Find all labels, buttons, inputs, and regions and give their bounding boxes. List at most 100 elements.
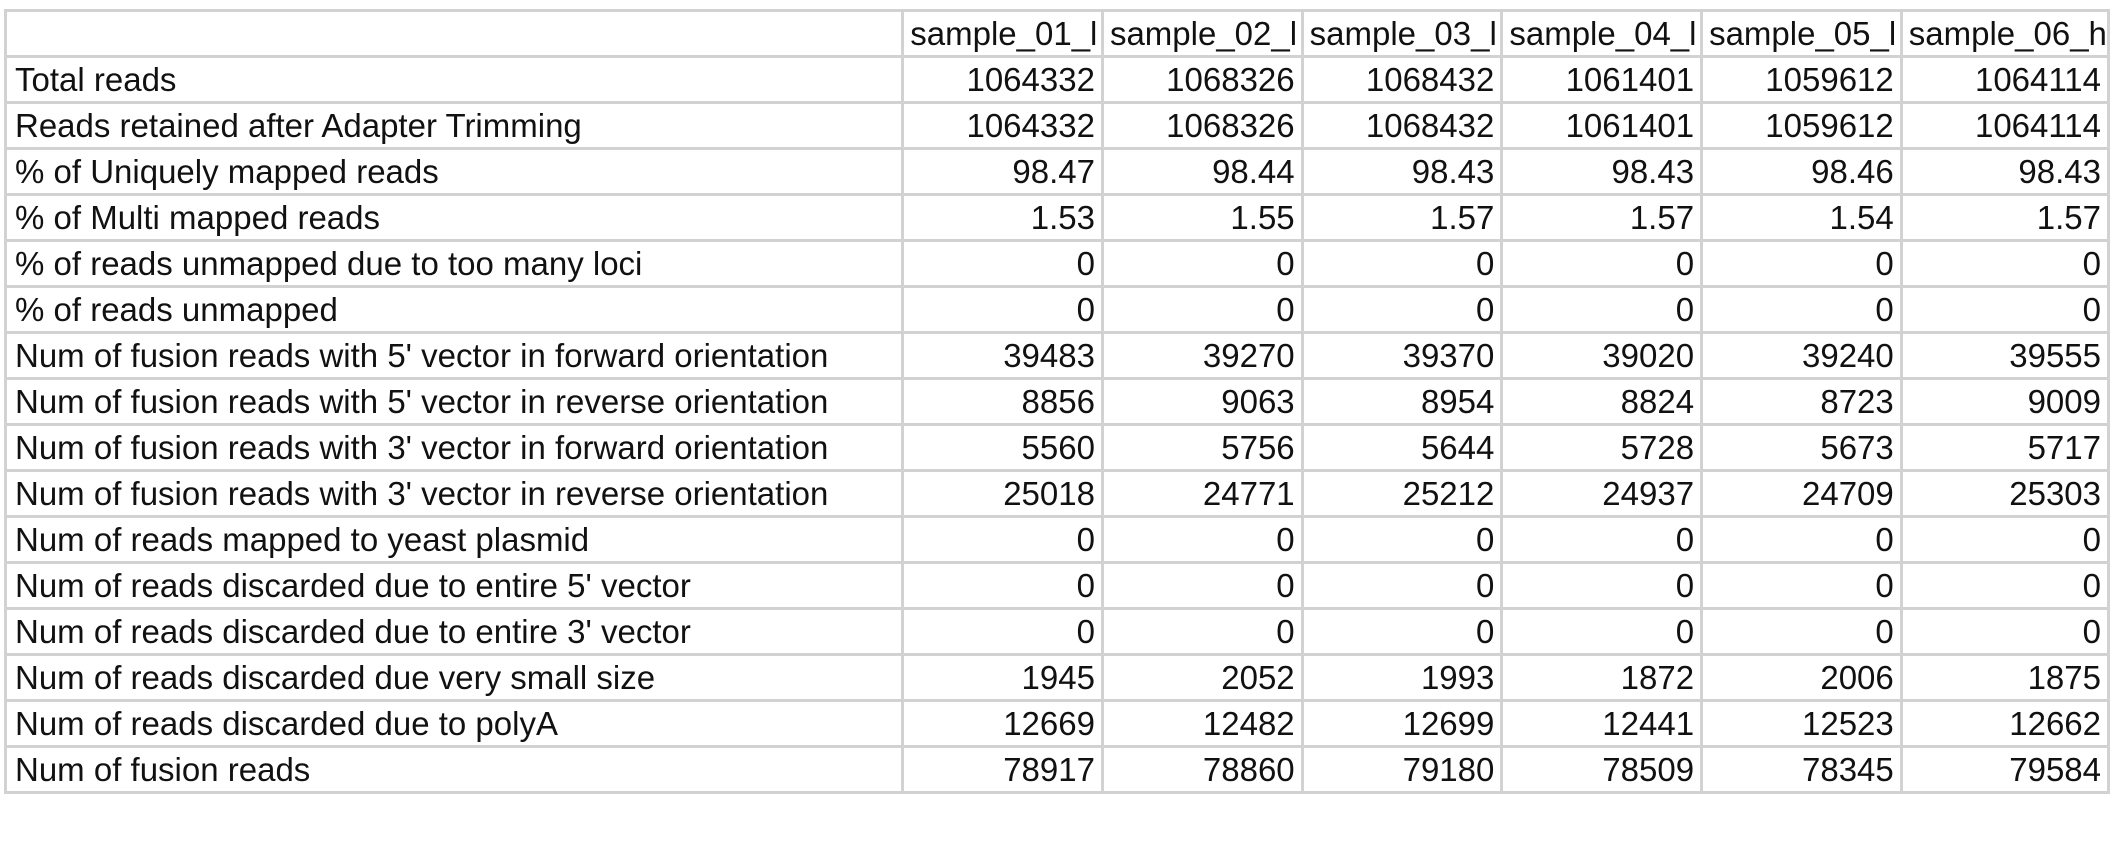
value-cell[interactable]: 12523 bbox=[1700, 699, 1903, 748]
header-corner-cell[interactable] bbox=[3, 9, 905, 58]
value-cell[interactable]: 1059612 bbox=[1700, 101, 1903, 150]
value-cell[interactable]: 12699 bbox=[1300, 699, 1504, 748]
value-cell[interactable]: 24937 bbox=[1500, 469, 1704, 518]
value-cell[interactable]: 0 bbox=[1100, 561, 1304, 610]
value-cell[interactable]: 78860 bbox=[1100, 745, 1304, 794]
value-cell[interactable]: 25018 bbox=[901, 469, 1104, 518]
row-label-cell[interactable]: % of reads unmapped due to too many loci bbox=[3, 239, 905, 288]
value-cell[interactable]: 0 bbox=[1500, 285, 1704, 334]
value-cell[interactable]: 1.57 bbox=[1300, 193, 1504, 242]
value-cell[interactable]: 0 bbox=[1899, 239, 2110, 288]
value-cell[interactable]: 5644 bbox=[1300, 423, 1504, 472]
value-cell[interactable]: 1061401 bbox=[1500, 55, 1704, 104]
header-cell-sample-03[interactable]: sample_03_l bbox=[1300, 9, 1504, 58]
value-cell[interactable]: 78917 bbox=[901, 745, 1104, 794]
value-cell[interactable]: 1061401 bbox=[1500, 101, 1704, 150]
value-cell[interactable]: 0 bbox=[1700, 239, 1903, 288]
value-cell[interactable]: 0 bbox=[1300, 561, 1504, 610]
value-cell[interactable]: 9063 bbox=[1100, 377, 1304, 426]
value-cell[interactable]: 0 bbox=[901, 561, 1104, 610]
value-cell[interactable]: 0 bbox=[1700, 561, 1903, 610]
value-cell[interactable]: 98.43 bbox=[1500, 147, 1704, 196]
row-label-cell[interactable]: % of Uniquely mapped reads bbox=[3, 147, 905, 196]
row-label-cell[interactable]: Num of reads discarded due very small si… bbox=[3, 653, 905, 702]
value-cell[interactable]: 1064114 bbox=[1899, 101, 2110, 150]
row-label-cell[interactable]: Num of fusion reads with 5' vector in re… bbox=[3, 377, 905, 426]
value-cell[interactable]: 5560 bbox=[901, 423, 1104, 472]
row-label-cell[interactable]: Num of fusion reads with 3' vector in re… bbox=[3, 469, 905, 518]
value-cell[interactable]: 1.55 bbox=[1100, 193, 1304, 242]
value-cell[interactable]: 0 bbox=[1300, 515, 1504, 564]
value-cell[interactable]: 0 bbox=[1100, 285, 1304, 334]
value-cell[interactable]: 25303 bbox=[1899, 469, 2110, 518]
row-label-cell[interactable]: Num of reads discarded due to entire 5' … bbox=[3, 561, 905, 610]
value-cell[interactable]: 1872 bbox=[1500, 653, 1704, 702]
value-cell[interactable]: 1068432 bbox=[1300, 55, 1504, 104]
value-cell[interactable]: 1945 bbox=[901, 653, 1104, 702]
header-cell-sample-02[interactable]: sample_02_l bbox=[1100, 9, 1304, 58]
value-cell[interactable]: 1993 bbox=[1300, 653, 1504, 702]
header-cell-sample-06[interactable]: sample_06_h bbox=[1899, 9, 2110, 58]
value-cell[interactable]: 8824 bbox=[1500, 377, 1704, 426]
value-cell[interactable]: 0 bbox=[1100, 515, 1304, 564]
value-cell[interactable]: 0 bbox=[1100, 607, 1304, 656]
row-label-cell[interactable]: Num of fusion reads with 3' vector in fo… bbox=[3, 423, 905, 472]
value-cell[interactable]: 1068326 bbox=[1100, 55, 1304, 104]
value-cell[interactable]: 78345 bbox=[1700, 745, 1903, 794]
value-cell[interactable]: 12482 bbox=[1100, 699, 1304, 748]
value-cell[interactable]: 1064332 bbox=[901, 55, 1104, 104]
value-cell[interactable]: 0 bbox=[901, 285, 1104, 334]
value-cell[interactable]: 0 bbox=[1899, 285, 2110, 334]
value-cell[interactable]: 1875 bbox=[1899, 653, 2110, 702]
value-cell[interactable]: 2006 bbox=[1700, 653, 1903, 702]
value-cell[interactable]: 78509 bbox=[1500, 745, 1704, 794]
value-cell[interactable]: 12669 bbox=[901, 699, 1104, 748]
value-cell[interactable]: 0 bbox=[901, 515, 1104, 564]
row-label-cell[interactable]: Num of reads mapped to yeast plasmid bbox=[3, 515, 905, 564]
value-cell[interactable]: 12662 bbox=[1899, 699, 2110, 748]
value-cell[interactable]: 0 bbox=[1500, 239, 1704, 288]
row-label-cell[interactable]: Reads retained after Adapter Trimming bbox=[3, 101, 905, 150]
row-label-cell[interactable]: % of reads unmapped bbox=[3, 285, 905, 334]
value-cell[interactable]: 0 bbox=[1700, 607, 1903, 656]
value-cell[interactable]: 0 bbox=[1500, 515, 1704, 564]
value-cell[interactable]: 0 bbox=[901, 239, 1104, 288]
value-cell[interactable]: 5673 bbox=[1700, 423, 1903, 472]
value-cell[interactable]: 1.54 bbox=[1700, 193, 1903, 242]
header-cell-sample-01[interactable]: sample_01_l bbox=[901, 9, 1104, 58]
value-cell[interactable]: 1059612 bbox=[1700, 55, 1903, 104]
header-cell-sample-05[interactable]: sample_05_l bbox=[1700, 9, 1903, 58]
value-cell[interactable]: 39370 bbox=[1300, 331, 1504, 380]
row-label-cell[interactable]: Num of fusion reads bbox=[3, 745, 905, 794]
value-cell[interactable]: 24709 bbox=[1700, 469, 1903, 518]
header-cell-sample-04[interactable]: sample_04_l bbox=[1500, 9, 1704, 58]
value-cell[interactable]: 25212 bbox=[1300, 469, 1504, 518]
value-cell[interactable]: 39555 bbox=[1899, 331, 2110, 380]
value-cell[interactable]: 1.57 bbox=[1500, 193, 1704, 242]
value-cell[interactable]: 24771 bbox=[1100, 469, 1304, 518]
value-cell[interactable]: 0 bbox=[1700, 285, 1903, 334]
value-cell[interactable]: 39020 bbox=[1500, 331, 1704, 380]
value-cell[interactable]: 1.57 bbox=[1899, 193, 2110, 242]
value-cell[interactable]: 98.43 bbox=[1899, 147, 2110, 196]
value-cell[interactable]: 2052 bbox=[1100, 653, 1304, 702]
value-cell[interactable]: 8856 bbox=[901, 377, 1104, 426]
value-cell[interactable]: 0 bbox=[1899, 561, 2110, 610]
value-cell[interactable]: 0 bbox=[901, 607, 1104, 656]
value-cell[interactable]: 1064114 bbox=[1899, 55, 2110, 104]
value-cell[interactable]: 1068432 bbox=[1300, 101, 1504, 150]
row-label-cell[interactable]: % of Multi mapped reads bbox=[3, 193, 905, 242]
value-cell[interactable]: 5717 bbox=[1899, 423, 2110, 472]
value-cell[interactable]: 5756 bbox=[1100, 423, 1304, 472]
row-label-cell[interactable]: Num of fusion reads with 5' vector in fo… bbox=[3, 331, 905, 380]
value-cell[interactable]: 0 bbox=[1500, 561, 1704, 610]
value-cell[interactable]: 0 bbox=[1500, 607, 1704, 656]
value-cell[interactable]: 0 bbox=[1899, 607, 2110, 656]
row-label-cell[interactable]: Num of reads discarded due to entire 3' … bbox=[3, 607, 905, 656]
value-cell[interactable]: 1.53 bbox=[901, 193, 1104, 242]
row-label-cell[interactable]: Num of reads discarded due to polyA bbox=[3, 699, 905, 748]
value-cell[interactable]: 98.43 bbox=[1300, 147, 1504, 196]
value-cell[interactable]: 5728 bbox=[1500, 423, 1704, 472]
value-cell[interactable]: 98.44 bbox=[1100, 147, 1304, 196]
value-cell[interactable]: 0 bbox=[1300, 285, 1504, 334]
